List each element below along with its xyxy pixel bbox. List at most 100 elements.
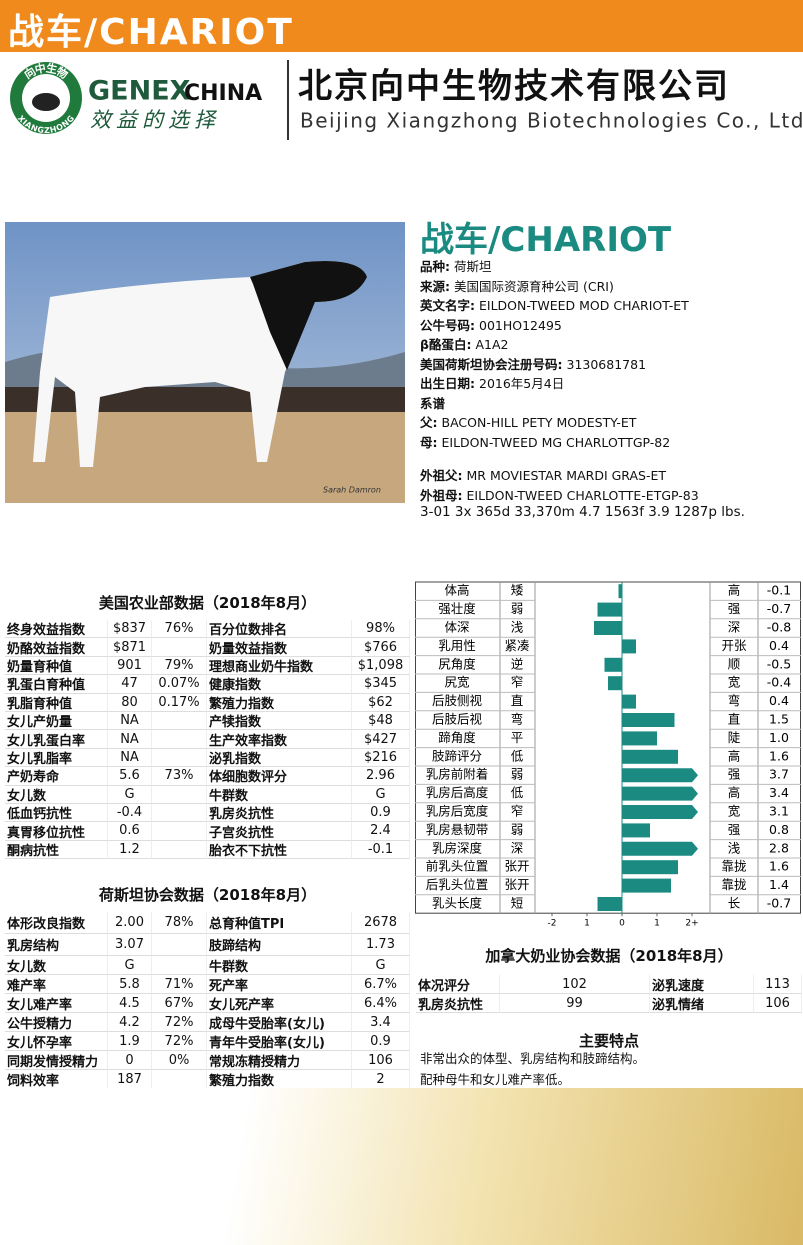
trait-label: 乳房后高度 <box>426 785 489 800</box>
logo-area: 向中生物 XIANGZHONG GENEX CHINA 效益的选择 北京向中生物… <box>10 60 803 140</box>
x-tick-label: 0 <box>619 919 625 929</box>
x-tick-label: 1 <box>654 919 660 929</box>
table-cell: 子宫炎抗性 <box>207 822 352 841</box>
low-label: 弱 <box>511 767 524 782</box>
table-cell: 女儿数 <box>5 956 108 975</box>
value-label: 0.4 <box>769 638 789 653</box>
table-cell: 2 <box>352 1070 410 1089</box>
info-row: 公牛号码: 001HO12495 <box>420 315 562 334</box>
table-cell: 113 <box>754 975 802 994</box>
bar <box>604 657 622 672</box>
value-label: 1.6 <box>769 748 789 763</box>
low-label: 深 <box>511 840 524 855</box>
trait-label: 后乳头位置 <box>426 877 489 892</box>
table-cell: 百分位数排名 <box>207 620 352 639</box>
table-cell: 3.07 <box>108 934 152 956</box>
bar <box>622 786 698 801</box>
table-cell <box>152 822 207 841</box>
low-label: 直 <box>511 693 524 708</box>
table-cell: 6.4% <box>352 994 410 1013</box>
features-title: 主要特点 <box>578 1032 639 1050</box>
value-label: -0.4 <box>767 675 791 690</box>
pedigree-row: 父: BACON-HILL PETY MODESTY-ET <box>420 412 636 431</box>
high-label: 高 <box>728 785 741 800</box>
usda-table: 终身效益指数 $837 76% 百分位数排名 98% 奶酪效益指数 $871 奶量效益指数 $7… <box>5 620 410 860</box>
table-cell: 酮病抗性 <box>5 840 108 860</box>
value-label: 3.4 <box>769 785 789 800</box>
table-cell <box>152 785 207 804</box>
table-cell: 终身效益指数 <box>5 620 108 639</box>
bar <box>622 878 671 893</box>
table-cell: G <box>352 956 410 975</box>
table-cell: G <box>108 785 152 804</box>
value-label: 1.4 <box>769 877 789 892</box>
table-cell: 女儿怀孕率 <box>5 1032 108 1051</box>
table-cell: 102 <box>500 975 650 994</box>
table-cell: 0.17% <box>152 693 207 712</box>
table-cell: G <box>108 956 152 975</box>
logo-cow <box>32 93 60 111</box>
table-cell <box>152 711 207 731</box>
low-label: 弯 <box>511 712 524 727</box>
header-title: 战车/CHARIOT <box>8 12 294 53</box>
table-cell: $871 <box>108 638 152 657</box>
table-cell: 5.8 <box>108 975 152 994</box>
bar <box>622 694 636 709</box>
pedigree-heading: 系谱 <box>420 393 449 412</box>
table-cell: G <box>352 785 410 804</box>
high-label: 开张 <box>721 638 747 653</box>
table-cell: 2.96 <box>352 767 410 786</box>
high-label: 顺 <box>728 656 741 671</box>
table-cell: 187 <box>108 1070 152 1089</box>
record: 3-01 3x 365d 33,370m 4.7 1563f 3.9 1287p… <box>420 504 745 520</box>
table-cell <box>152 934 207 956</box>
table-cell: 乳房炎抗性 <box>207 803 352 823</box>
info-row: 品种: 荷斯坦 <box>420 256 492 275</box>
linear-traits-chart: -2 1 0 1 2+体高矮高 -0.1强壮度弱强 -0.7体深浅深 -0.8乳用性 紧凑 开张 0… <box>415 581 801 929</box>
table-cell: 女儿数 <box>5 785 108 804</box>
table-cell: 体况评分 <box>416 975 500 994</box>
table-cell: 奶量育种值 <box>5 656 108 676</box>
cow-patch <box>250 261 367 370</box>
trait-label: 后肢侧视 <box>432 693 483 708</box>
trait-label: 后肢后视 <box>432 712 483 727</box>
table-cell: 0.07% <box>152 675 207 694</box>
field-value: EILDON-TWEED MOD CHARIOT-ET <box>479 298 689 313</box>
table-cell: $216 <box>352 748 410 768</box>
table-cell: 79% <box>152 656 207 676</box>
info-row: β酪蛋白: A1A2 <box>420 334 508 353</box>
high-label: 直 <box>728 712 741 727</box>
info-row: 来源: 美国国际资源育种公司 (CRI) <box>420 276 614 295</box>
high-label: 靠拢 <box>721 877 746 892</box>
field-label: 外祖父: <box>420 468 463 483</box>
table-cell: 理想商业奶牛指数 <box>207 656 352 676</box>
field-value: 2016年5月4日 <box>479 376 565 391</box>
table-cell: 1.2 <box>108 840 152 860</box>
table-cell: 0% <box>152 1051 207 1070</box>
bar <box>594 621 622 635</box>
bar <box>622 713 675 727</box>
table-cell: 106 <box>754 994 802 1013</box>
bull-name: 战车/CHARIOT <box>420 220 672 260</box>
high-label: 强 <box>728 601 741 616</box>
low-label: 张开 <box>504 877 529 892</box>
low-label: 浅 <box>511 620 524 635</box>
high-label: 高 <box>728 748 741 763</box>
table-cell: 泌乳速度 <box>650 975 754 994</box>
value-label: -0.7 <box>767 601 791 616</box>
feature-item: 非常出众的体型、乳房结构和肢蹄结构。 <box>420 1051 646 1066</box>
field-value: 3130681781 <box>566 356 647 372</box>
table-cell: 80 <box>108 693 152 712</box>
table-cell: 死产率 <box>207 975 352 994</box>
table-cell: 1.9 <box>108 1032 152 1051</box>
low-label: 紧凑 <box>504 638 530 653</box>
table-cell: 难产率 <box>5 975 108 994</box>
table-cell: NA <box>108 711 152 731</box>
trait-label: 乳房后宽度 <box>426 804 489 819</box>
bar <box>622 768 698 783</box>
low-label: 矮 <box>511 583 524 598</box>
value-label: 1.0 <box>769 730 789 745</box>
table-cell: 真胃移位抗性 <box>5 822 108 841</box>
field-value: EILDON-TWEED CHARLOTTE-ETGP-83 <box>466 487 699 503</box>
low-label: 平 <box>511 730 524 745</box>
